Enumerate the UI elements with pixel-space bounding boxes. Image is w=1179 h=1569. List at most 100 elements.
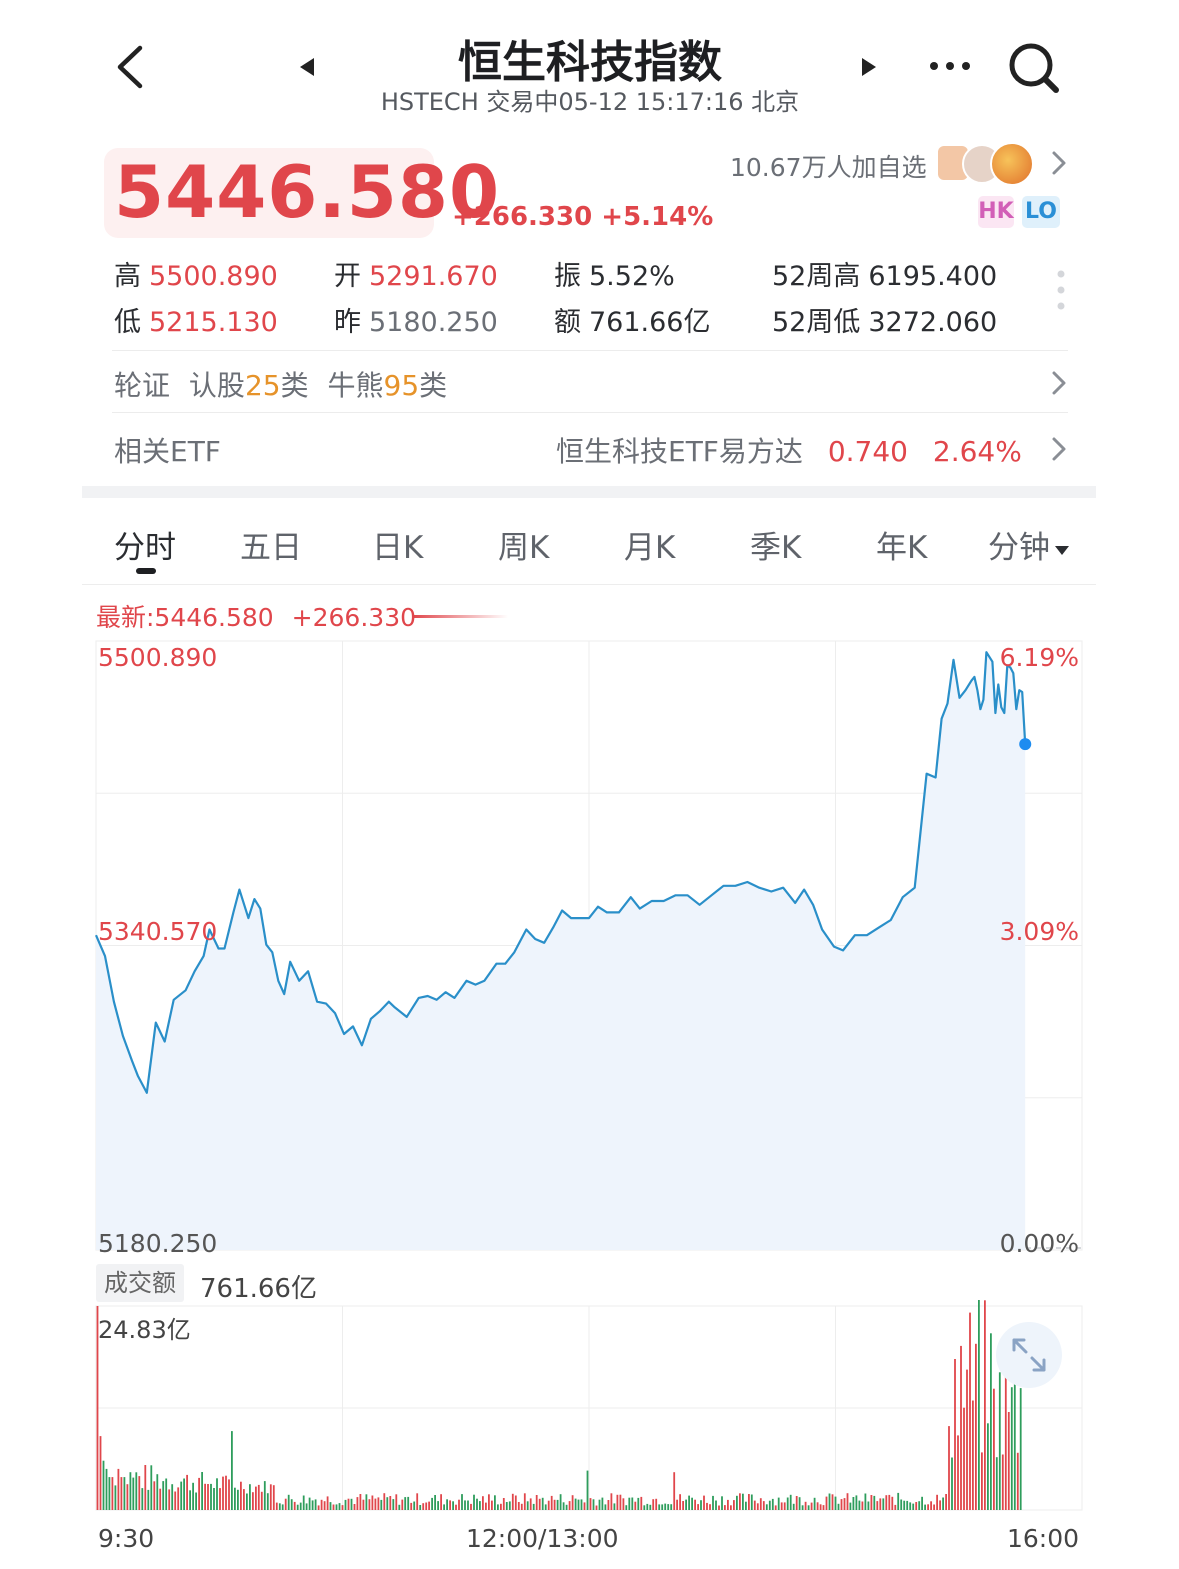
volume-bar (422, 1503, 425, 1510)
etf-row[interactable]: 恒生科技ETF易方达 0.740 2.64% (556, 430, 1022, 470)
volume-bar (942, 1497, 944, 1510)
volume-bar (930, 1501, 932, 1510)
volume-bar (646, 1503, 649, 1510)
tab-daily-k[interactable]: 日K (372, 530, 424, 566)
price-change: +266.330 +5.14% (452, 202, 713, 232)
watchers-arrow[interactable] (1050, 150, 1068, 180)
volume-bar (141, 1488, 144, 1510)
volume-bar (777, 1497, 780, 1510)
volume-bar (479, 1501, 481, 1510)
vertical-dots-icon (1057, 270, 1065, 310)
x-tick-open: 9:30 (98, 1524, 155, 1553)
chart-latest-change: +266.330 (291, 603, 417, 632)
expand-chart-button[interactable] (996, 1322, 1062, 1388)
volume-bar (132, 1477, 135, 1510)
watchers-count[interactable]: 10.67万人加自选 (730, 153, 927, 182)
volume-bar (305, 1503, 308, 1510)
volume-bar (458, 1499, 460, 1510)
x-tick-midday: 12:00/13:00 (466, 1524, 619, 1553)
volume-bar (957, 1435, 959, 1510)
prev-index-button[interactable] (296, 56, 316, 78)
volume-bar (287, 1494, 290, 1510)
volume-bar (520, 1503, 523, 1510)
volume-bar (918, 1501, 921, 1510)
volume-bar (706, 1502, 708, 1510)
volume-bar (108, 1477, 111, 1510)
volume-bar (855, 1495, 858, 1510)
volume-bar (643, 1505, 646, 1510)
divider (112, 412, 1068, 413)
volume-bar (260, 1491, 263, 1510)
volume-label[interactable]: 成交额 (96, 1264, 184, 1302)
volume-bar (876, 1501, 879, 1510)
volume-bar (978, 1300, 980, 1510)
warrants-row[interactable]: 轮证 认股25类 牛熊95类 (114, 369, 448, 402)
volume-bar (341, 1505, 344, 1510)
stat-prev-close: 昨 5180.250 (334, 307, 498, 338)
tab-five-day[interactable]: 五日 (240, 530, 302, 566)
stats-more-handle[interactable] (1056, 268, 1066, 316)
volume-bar (353, 1504, 356, 1510)
volume-bar (948, 1426, 950, 1510)
volume-bar (257, 1484, 260, 1510)
volume-bar (502, 1498, 505, 1510)
etf-arrow[interactable] (1050, 436, 1068, 466)
volume-bar (464, 1500, 466, 1510)
volume-bar (559, 1494, 562, 1510)
watcher-avatars[interactable] (938, 142, 1038, 186)
volume-bar (350, 1498, 353, 1510)
volume-bar (924, 1504, 926, 1510)
volume-bar (189, 1490, 191, 1510)
search-icon (1009, 43, 1059, 93)
volume-bar (192, 1482, 194, 1510)
volume-bar (526, 1501, 529, 1510)
tab-intraday[interactable]: 分时 (114, 530, 176, 566)
search-button[interactable] (1006, 40, 1062, 96)
volume-bar (595, 1505, 598, 1510)
volume-bar (443, 1504, 445, 1510)
back-button[interactable] (110, 42, 150, 92)
volume-bar (786, 1497, 789, 1510)
volume-bar (314, 1499, 317, 1510)
next-index-button[interactable] (860, 56, 880, 78)
volume-bar (180, 1481, 183, 1510)
volume-bar (517, 1502, 520, 1510)
volume-bar (129, 1472, 132, 1510)
volume-bar (906, 1500, 909, 1510)
volume-bar (697, 1504, 699, 1510)
volume-bar (231, 1431, 233, 1510)
volume-bar (368, 1499, 371, 1510)
volume-bar (601, 1497, 604, 1510)
volume-bar (365, 1494, 368, 1510)
volume-bar (915, 1502, 918, 1510)
volume-bar (488, 1494, 490, 1510)
volume-bar (461, 1494, 463, 1510)
warrants-arrow[interactable] (1050, 370, 1068, 400)
volume-bar (631, 1497, 634, 1510)
tab-quarterly-k[interactable]: 季K (750, 530, 802, 566)
more-button[interactable] (928, 58, 972, 74)
tab-yearly-k[interactable]: 年K (876, 530, 928, 566)
volume-bar (550, 1495, 553, 1510)
y-left-tick-mid: 5340.570 (98, 917, 218, 946)
tab-minute[interactable]: 分钟 (988, 522, 1070, 567)
volume-bar (216, 1478, 218, 1510)
volume-bar (389, 1496, 392, 1510)
volume-bar (538, 1498, 541, 1510)
tab-monthly-k[interactable]: 月K (624, 530, 676, 566)
volume-bar (252, 1492, 254, 1510)
volume-bar (768, 1500, 771, 1510)
tab-weekly-k[interactable]: 周K (498, 530, 550, 566)
volume-bar (290, 1499, 293, 1510)
volume-bar (870, 1495, 873, 1510)
volume-bar (804, 1501, 807, 1510)
volume-bar (987, 1423, 989, 1510)
volume-bar (882, 1498, 885, 1510)
volume-bar (736, 1495, 738, 1510)
volume-bar (589, 1498, 592, 1510)
volume-bar (219, 1488, 221, 1510)
volume-bar (308, 1497, 311, 1510)
volume-bar (676, 1499, 678, 1510)
volume-bar (243, 1489, 245, 1510)
